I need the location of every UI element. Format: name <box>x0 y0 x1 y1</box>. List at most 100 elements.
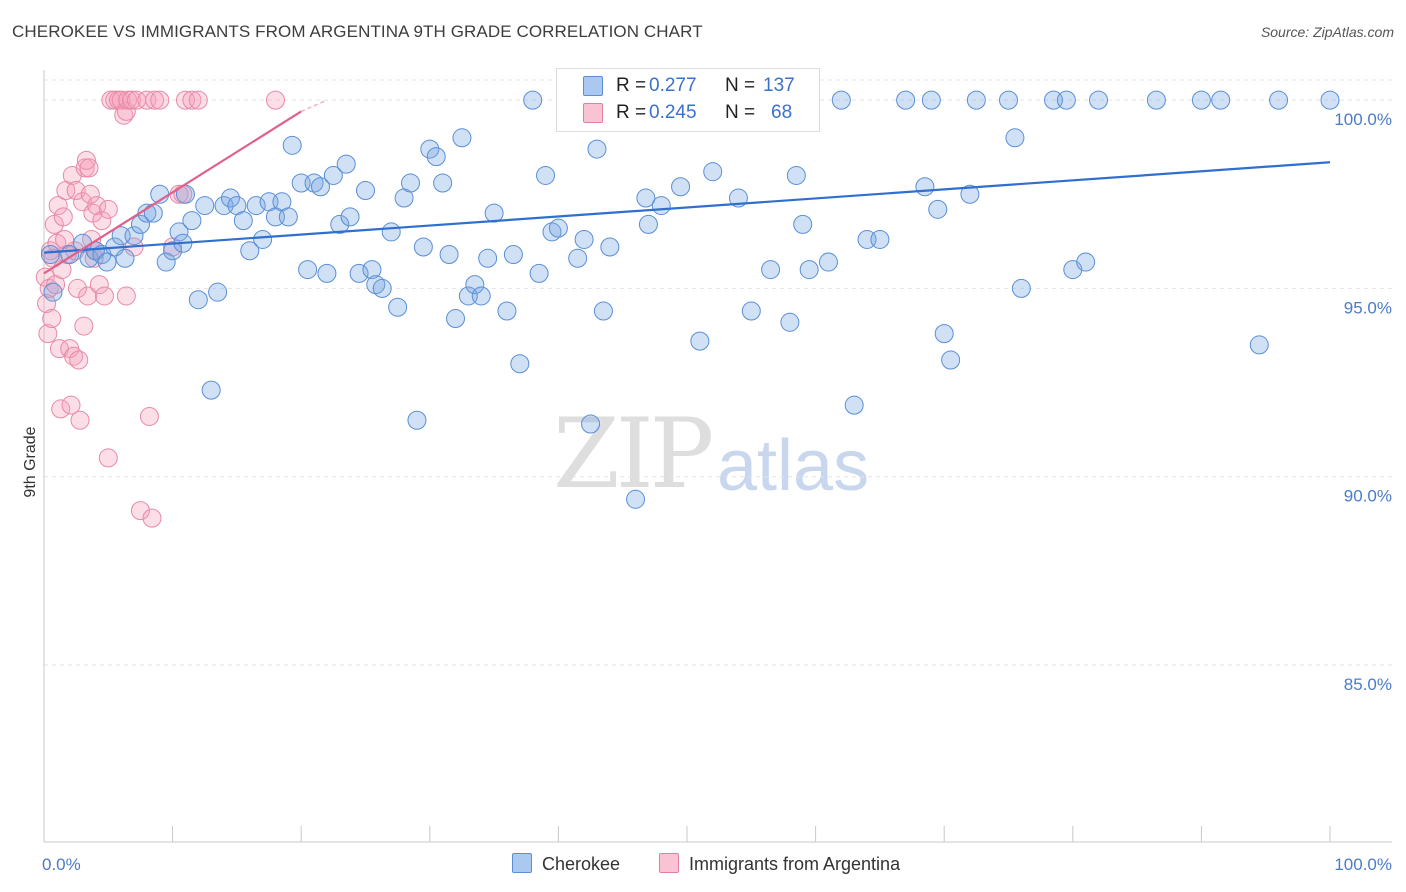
argentina-point <box>114 105 134 125</box>
argentina-point <box>66 181 86 201</box>
cherokee-point <box>356 181 375 201</box>
cherokee-point <box>401 173 421 193</box>
n-label: N = <box>725 75 756 96</box>
cherokee-point <box>1269 90 1289 110</box>
argentina-point <box>35 267 55 287</box>
cherokee-point <box>1146 90 1166 110</box>
cherokee-point <box>156 252 176 272</box>
cherokee-point <box>208 282 228 302</box>
cherokee-point <box>381 222 401 242</box>
argentina-point <box>121 90 141 110</box>
cherokee-point <box>1320 90 1340 110</box>
cherokee-point <box>921 90 941 110</box>
source-credit: Source: ZipAtlas.com <box>1260 24 1394 40</box>
cherokee-point <box>362 260 382 280</box>
cherokee-point <box>780 312 800 332</box>
cherokee-point <box>439 245 459 265</box>
cherokee-point <box>426 147 446 167</box>
cherokee-point <box>1076 252 1096 272</box>
y-tick-label: 95.0% <box>1344 298 1392 317</box>
cherokee-swatch <box>583 76 603 96</box>
cherokee-point <box>581 414 601 434</box>
cherokee-point <box>1191 90 1211 110</box>
cherokee-point <box>478 248 498 268</box>
watermark-atlas: atlas <box>717 426 870 506</box>
cherokee-point <box>298 260 318 280</box>
cherokee-point <box>220 188 240 208</box>
argentina-point <box>111 90 131 110</box>
argentina-point <box>70 410 90 430</box>
cherokee-point <box>703 162 723 182</box>
argentina-point <box>76 150 96 170</box>
cherokee-point <box>304 173 324 193</box>
cherokee-point <box>786 165 806 185</box>
cherokee-point <box>97 252 117 272</box>
argentina-trend-line <box>43 110 302 275</box>
bottom-legend-argentina[interactable]: Immigrants from Argentina <box>659 852 900 876</box>
cherokee-point <box>130 214 150 234</box>
argentina-swatch <box>583 103 603 123</box>
cherokee-point <box>870 229 890 249</box>
cherokee-point <box>188 290 208 310</box>
argentina-point <box>188 90 208 110</box>
cherokee-point <box>413 237 433 257</box>
n-label: N = <box>725 102 756 123</box>
axes <box>43 70 1392 843</box>
cherokee-point <box>1005 128 1025 148</box>
cherokee-point <box>671 177 691 197</box>
cherokee-point <box>503 245 523 265</box>
cherokee-point <box>310 177 330 197</box>
cherokee-point <box>317 263 337 283</box>
cherokee-point <box>600 237 620 257</box>
cherokee-point <box>1249 335 1269 355</box>
cherokee-point <box>966 90 986 110</box>
cherokee-point <box>529 263 549 283</box>
cherokee-point <box>638 214 658 234</box>
cherokee-point <box>484 203 504 223</box>
argentina-point <box>53 207 73 227</box>
cherokee-point <box>844 395 864 415</box>
argentina-point <box>145 90 165 110</box>
cherokee-point <box>43 282 63 302</box>
argentina-r-value: 0.245 <box>649 102 697 123</box>
cherokee-point <box>548 218 568 238</box>
argentina-point <box>98 199 118 219</box>
tick-labels: 100.0% 95.0% 90.0% 85.0% 0.0% 100.0% <box>42 110 1392 874</box>
argentina-point <box>38 324 58 344</box>
cherokee-point <box>1056 90 1076 110</box>
cherokee-point <box>497 301 517 321</box>
argentina-point <box>265 90 285 110</box>
cherokee-point <box>690 331 710 351</box>
cherokee-point <box>433 173 453 193</box>
correlation-legend: R = 0.277 N = 137 R = 0.245 N = 68 <box>556 68 820 132</box>
cherokee-point <box>40 245 60 265</box>
cherokee-point <box>536 165 556 185</box>
cherokee-point <box>195 196 215 216</box>
cherokee-point <box>407 410 427 430</box>
cherokee-point <box>240 241 260 261</box>
argentina-point <box>79 158 99 178</box>
cherokee-point <box>388 297 408 317</box>
cherokee-point <box>471 286 491 306</box>
argentina-point <box>94 286 114 306</box>
cherokee-point <box>523 90 543 110</box>
argentina-point <box>67 278 87 298</box>
argentina-point <box>139 406 159 426</box>
cherokee-point <box>928 199 948 219</box>
cherokee-point <box>818 252 838 272</box>
trend-lines <box>43 99 1331 275</box>
cherokee-point <box>593 301 613 321</box>
argentina-point <box>150 90 170 110</box>
cherokee-point <box>169 222 189 242</box>
y-tick-label: 100.0% <box>1334 110 1392 129</box>
series-argentina-points <box>35 90 285 528</box>
cherokee-point <box>934 324 954 344</box>
argentina-legend-label: Immigrants from Argentina <box>689 854 901 874</box>
bottom-legend-cherokee[interactable]: Cherokee <box>512 852 620 876</box>
cherokee-point <box>831 90 851 110</box>
y-axis-label: 9th Grade <box>22 426 39 497</box>
cherokee-point <box>349 263 369 283</box>
y-tick-label: 85.0% <box>1344 675 1392 694</box>
cherokee-point <box>587 139 607 159</box>
